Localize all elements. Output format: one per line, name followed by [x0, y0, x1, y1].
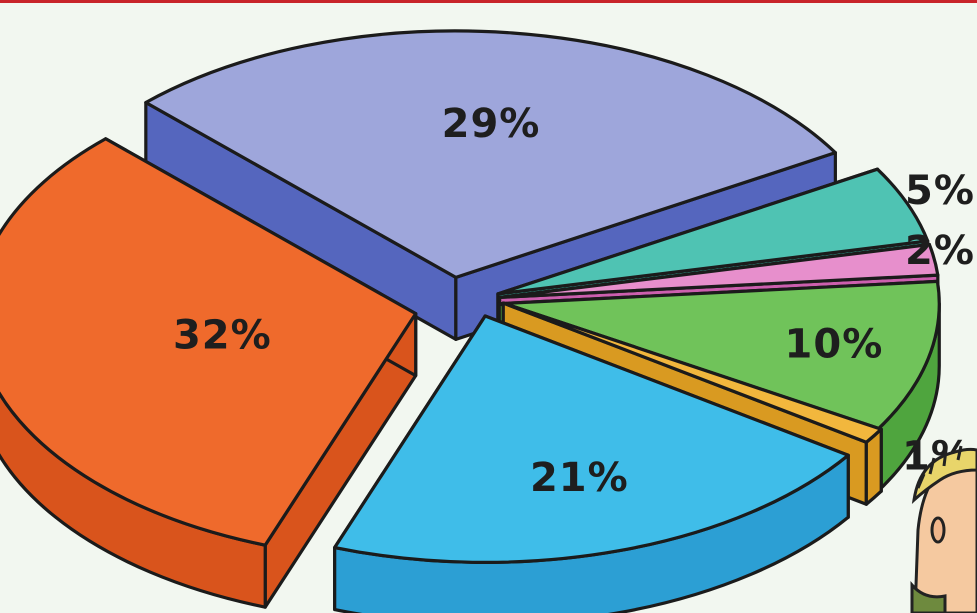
slice-top-face: [498, 242, 940, 300]
slice-top-face: [333, 314, 850, 564]
slice-label-10pct: 10%: [785, 321, 884, 367]
slice-top-face: [496, 167, 930, 296]
slice-label-5pct: 5%: [905, 168, 975, 214]
slice-top-face: [0, 137, 418, 547]
slice-label-2pct: 2%: [905, 228, 975, 274]
slice-label-21pct: 21%: [530, 455, 629, 501]
slice-label-32pct: 32%: [173, 312, 272, 358]
cartoon-child-illustration: [910, 445, 977, 613]
pie-slice-32pct: [0, 137, 418, 609]
slice-top-face: [144, 29, 837, 279]
pie-slice-21pct: [333, 314, 850, 613]
slice-top-face: [501, 301, 883, 444]
slice-top-face: [497, 279, 941, 432]
top-border: [0, 0, 977, 3]
slice-label-29pct: 29%: [442, 101, 541, 147]
pie-slices: [0, 29, 941, 613]
